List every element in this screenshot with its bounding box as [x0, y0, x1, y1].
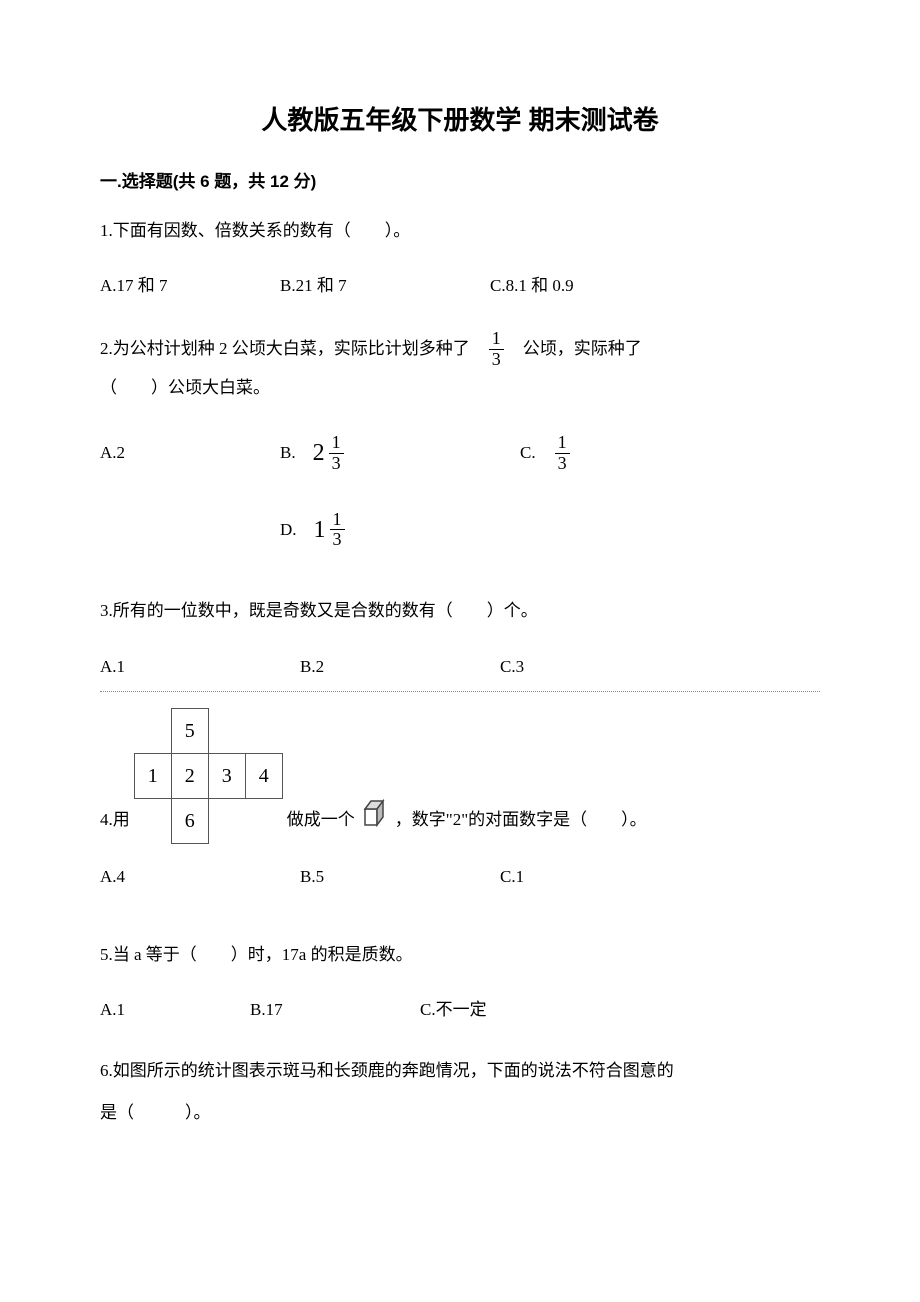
cube-net-icon: 5 1 2 3 4 6	[134, 708, 283, 844]
net-cell-5: 5	[171, 709, 208, 754]
q2-option-d: D. 1 1 3	[280, 504, 347, 557]
q4-option-c: C.1	[500, 858, 524, 895]
q2-option-c: C. 1 3	[520, 427, 572, 480]
dotted-separator	[100, 691, 820, 692]
section-1-header: 一.选择题(共 6 题，共 12 分)	[100, 167, 820, 192]
q2-options-row1: A.2 B. 2 1 3 C. 1 3	[100, 427, 820, 480]
q5-option-b: B.17	[250, 991, 420, 1028]
q5-text: 5.当 a 等于（ ）时，17a 的积是质数。	[100, 936, 820, 973]
q2-b-num: 1	[329, 433, 344, 454]
q1-option-b: B.21 和 7	[280, 267, 490, 304]
q2-pre: 2.为公村计划种 2 公顷大白菜，实际比计划多种了	[100, 330, 487, 367]
q5-option-a: A.1	[100, 991, 250, 1028]
q2-option-a: A.2	[100, 427, 280, 480]
q2-fraction: 1 3	[489, 329, 504, 370]
q1-text: 1.下面有因数、倍数关系的数有（ ）。	[100, 212, 820, 249]
q2-b-den: 3	[329, 454, 344, 474]
q2-options-row2: D. 1 1 3	[100, 504, 820, 557]
page-title: 人教版五年级下册数学 期末测试卷	[100, 100, 820, 137]
q2-c-num: 1	[555, 433, 570, 454]
q2-c-label: C.	[520, 434, 553, 471]
q4-option-a: A.4	[100, 858, 300, 895]
q6-line1: 6.如图所示的统计图表示斑马和长颈鹿的奔跑情况，下面的说法不符合图意的	[100, 1052, 820, 1089]
q5-options: A.1 B.17 C.不一定	[100, 991, 820, 1028]
q4-options: A.4 B.5 C.1	[100, 858, 820, 895]
net-cell-6: 6	[171, 799, 208, 844]
q2-b-label: B.	[280, 434, 313, 471]
q2-post: 公顷，实际种了	[506, 330, 642, 367]
q2-line2: （ ）公顷大白菜。	[100, 369, 820, 406]
q1-option-a: A.17 和 7	[100, 267, 280, 304]
q2-d-mixed: 1 1 3	[314, 504, 347, 557]
q2-d-label: D.	[280, 511, 314, 548]
q2-d-den: 3	[330, 530, 345, 550]
q2-frac-num: 1	[489, 329, 504, 350]
q3-option-a: A.1	[100, 648, 300, 685]
q2-c-frac: 1 3	[555, 433, 570, 474]
q2-option-b: B. 2 1 3	[280, 427, 520, 480]
net-cell-4: 4	[245, 754, 282, 799]
cube-net-table: 5 1 2 3 4 6	[134, 708, 283, 844]
net-cell-2: 2	[171, 754, 208, 799]
q2-frac-den: 3	[489, 350, 504, 370]
q3-option-b: B.2	[300, 648, 500, 685]
q5-option-c: C.不一定	[420, 991, 487, 1028]
q3-text: 3.所有的一位数中，既是奇数又是合数的数有（ ）个。	[100, 592, 820, 629]
net-cell-1: 1	[134, 754, 171, 799]
q2-d-num: 1	[330, 510, 345, 531]
q2-b-mixed: 2 1 3	[313, 427, 346, 480]
q3-options: A.1 B.2 C.3	[100, 648, 820, 685]
q2-c-den: 3	[555, 454, 570, 474]
q1-option-c: C.8.1 和 0.9	[490, 267, 574, 304]
q2-d-whole: 1	[314, 504, 326, 557]
q4-post: ，数字"2"的对面数字是（ ）。	[395, 801, 647, 838]
q2-spacer	[100, 504, 280, 557]
q3-option-c: C.3	[500, 648, 524, 685]
cube-icon	[359, 797, 391, 842]
q4-mid: 做成一个	[287, 801, 355, 838]
q1-options: A.17 和 7 B.21 和 7 C.8.1 和 0.9	[100, 267, 820, 304]
q6-line2: 是（ ）。	[100, 1094, 820, 1131]
q4-pre: 4.用	[100, 801, 130, 838]
q2-b-whole: 2	[313, 427, 325, 480]
q4-option-b: B.5	[300, 858, 500, 895]
q2-line1: 2.为公村计划种 2 公顷大白菜，实际比计划多种了 1 3 公顷，实际种了	[100, 329, 820, 370]
exam-page: 人教版五年级下册数学 期末测试卷 一.选择题(共 6 题，共 12 分) 1.下…	[0, 0, 920, 1302]
q2-b-frac: 1 3	[329, 433, 344, 474]
q4-line: 4.用 5 1 2 3 4 6	[100, 708, 820, 844]
net-cell-3: 3	[208, 754, 245, 799]
q2-d-frac: 1 3	[330, 510, 345, 551]
